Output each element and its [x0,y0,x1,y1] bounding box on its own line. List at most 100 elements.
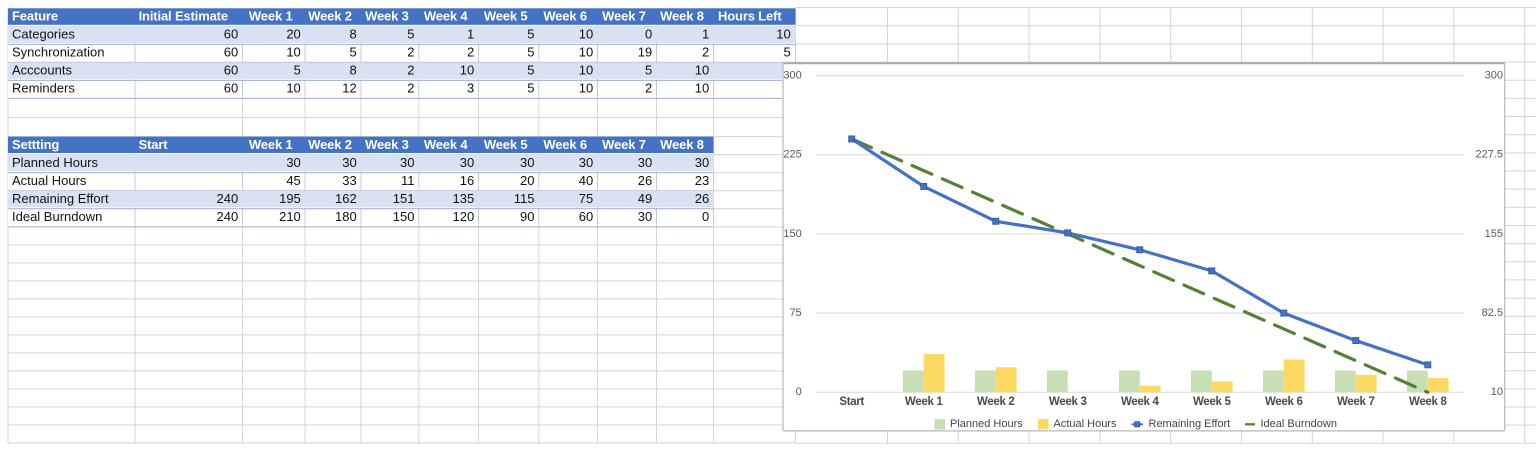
svg-text:10: 10 [776,27,790,42]
svg-text:30: 30 [286,155,300,170]
svg-text:Week 1: Week 1 [249,137,293,152]
svg-text:Acccounts: Acccounts [12,63,72,78]
svg-text:5: 5 [527,45,534,60]
svg-text:1: 1 [467,27,474,42]
svg-text:300: 300 [783,70,801,82]
svg-text:60: 60 [224,63,238,78]
svg-text:10: 10 [1491,386,1503,398]
svg-text:180: 180 [335,209,357,224]
svg-text:Week 3: Week 3 [365,9,409,24]
svg-text:10: 10 [579,81,593,96]
svg-text:5: 5 [783,45,790,60]
svg-text:Categories: Categories [12,27,75,42]
svg-text:240: 240 [216,191,238,206]
svg-text:210: 210 [279,209,301,224]
svg-text:Week 6: Week 6 [543,9,587,24]
svg-text:60: 60 [224,81,238,96]
svg-text:82.5: 82.5 [1482,307,1503,319]
svg-text:30: 30 [520,155,534,170]
svg-text:10: 10 [579,45,593,60]
svg-text:2: 2 [407,81,414,96]
svg-text:Week 3: Week 3 [365,137,409,152]
svg-text:11: 11 [401,173,415,188]
svg-text:5: 5 [349,45,356,60]
svg-text:Ideal Burndown: Ideal Burndown [12,209,102,224]
svg-text:30: 30 [638,209,652,224]
svg-text:12: 12 [342,81,356,96]
svg-text:45: 45 [286,173,300,188]
svg-text:Feature: Feature [12,9,58,24]
svg-text:19: 19 [638,45,652,60]
svg-text:1: 1 [702,27,709,42]
svg-text:60: 60 [224,27,238,42]
svg-text:20: 20 [520,173,534,188]
svg-text:Reminders: Reminders [12,81,75,96]
svg-text:10: 10 [579,27,593,42]
svg-text:151: 151 [393,191,415,206]
svg-text:10: 10 [286,45,300,60]
svg-text:150: 150 [393,209,415,224]
svg-text:Settting: Settting [12,137,59,152]
svg-text:30: 30 [460,155,474,170]
svg-text:30: 30 [579,155,593,170]
svg-text:Ideal Burndown: Ideal Burndown [1261,418,1337,430]
svg-text:Week 7: Week 7 [1337,396,1375,408]
svg-text:0: 0 [645,27,652,42]
svg-text:10: 10 [695,81,709,96]
svg-text:5: 5 [645,63,652,78]
svg-text:30: 30 [400,155,414,170]
svg-text:Week 7: Week 7 [602,137,646,152]
svg-text:240: 240 [216,209,238,224]
svg-text:Initial Estimate: Initial Estimate [139,9,228,24]
svg-text:Week 6: Week 6 [543,137,587,152]
svg-text:155: 155 [1485,228,1503,240]
svg-text:10: 10 [579,63,593,78]
svg-text:Week 2: Week 2 [977,396,1015,408]
svg-text:Week 2: Week 2 [308,9,352,24]
svg-text:Actual Hours: Actual Hours [12,173,87,188]
svg-text:75: 75 [579,191,593,206]
svg-text:5: 5 [294,63,301,78]
svg-text:Start: Start [139,137,169,152]
svg-text:60: 60 [224,45,238,60]
svg-text:30: 30 [695,155,709,170]
svg-text:Planned Hours: Planned Hours [950,418,1023,430]
svg-text:26: 26 [695,191,709,206]
svg-text:Week 1: Week 1 [905,396,944,408]
svg-text:8: 8 [349,27,356,42]
svg-text:300: 300 [1485,70,1503,82]
svg-text:0: 0 [796,386,802,398]
svg-text:5: 5 [527,27,534,42]
svg-text:49: 49 [638,191,652,206]
svg-text:Week 6: Week 6 [1265,396,1303,408]
svg-text:227.5: 227.5 [1475,149,1503,161]
svg-text:Remaining Effort: Remaining Effort [12,191,109,206]
svg-text:20: 20 [286,27,300,42]
svg-text:60: 60 [579,209,593,224]
svg-text:30: 30 [638,155,652,170]
svg-text:40: 40 [579,173,593,188]
svg-text:2: 2 [645,81,652,96]
svg-text:26: 26 [638,173,652,188]
svg-text:75: 75 [789,307,801,319]
svg-text:Actual Hours: Actual Hours [1054,418,1117,430]
svg-text:2: 2 [407,45,414,60]
svg-text:10: 10 [460,63,474,78]
svg-text:Week 1: Week 1 [249,9,293,24]
svg-text:Start: Start [839,396,864,408]
svg-text:23: 23 [695,173,709,188]
svg-text:Week 4: Week 4 [424,9,469,24]
svg-text:2: 2 [407,63,414,78]
svg-text:5: 5 [527,63,534,78]
svg-text:225: 225 [783,149,801,161]
svg-text:10: 10 [695,63,709,78]
svg-text:Remaining Effort: Remaining Effort [1149,418,1231,430]
svg-text:33: 33 [342,173,356,188]
svg-text:2: 2 [702,45,709,60]
svg-text:150: 150 [783,228,801,240]
svg-text:Week 5: Week 5 [484,9,528,24]
svg-text:Week 8: Week 8 [1409,396,1448,408]
svg-text:10: 10 [286,81,300,96]
svg-text:Week 8: Week 8 [660,137,704,152]
svg-text:162: 162 [335,191,357,206]
